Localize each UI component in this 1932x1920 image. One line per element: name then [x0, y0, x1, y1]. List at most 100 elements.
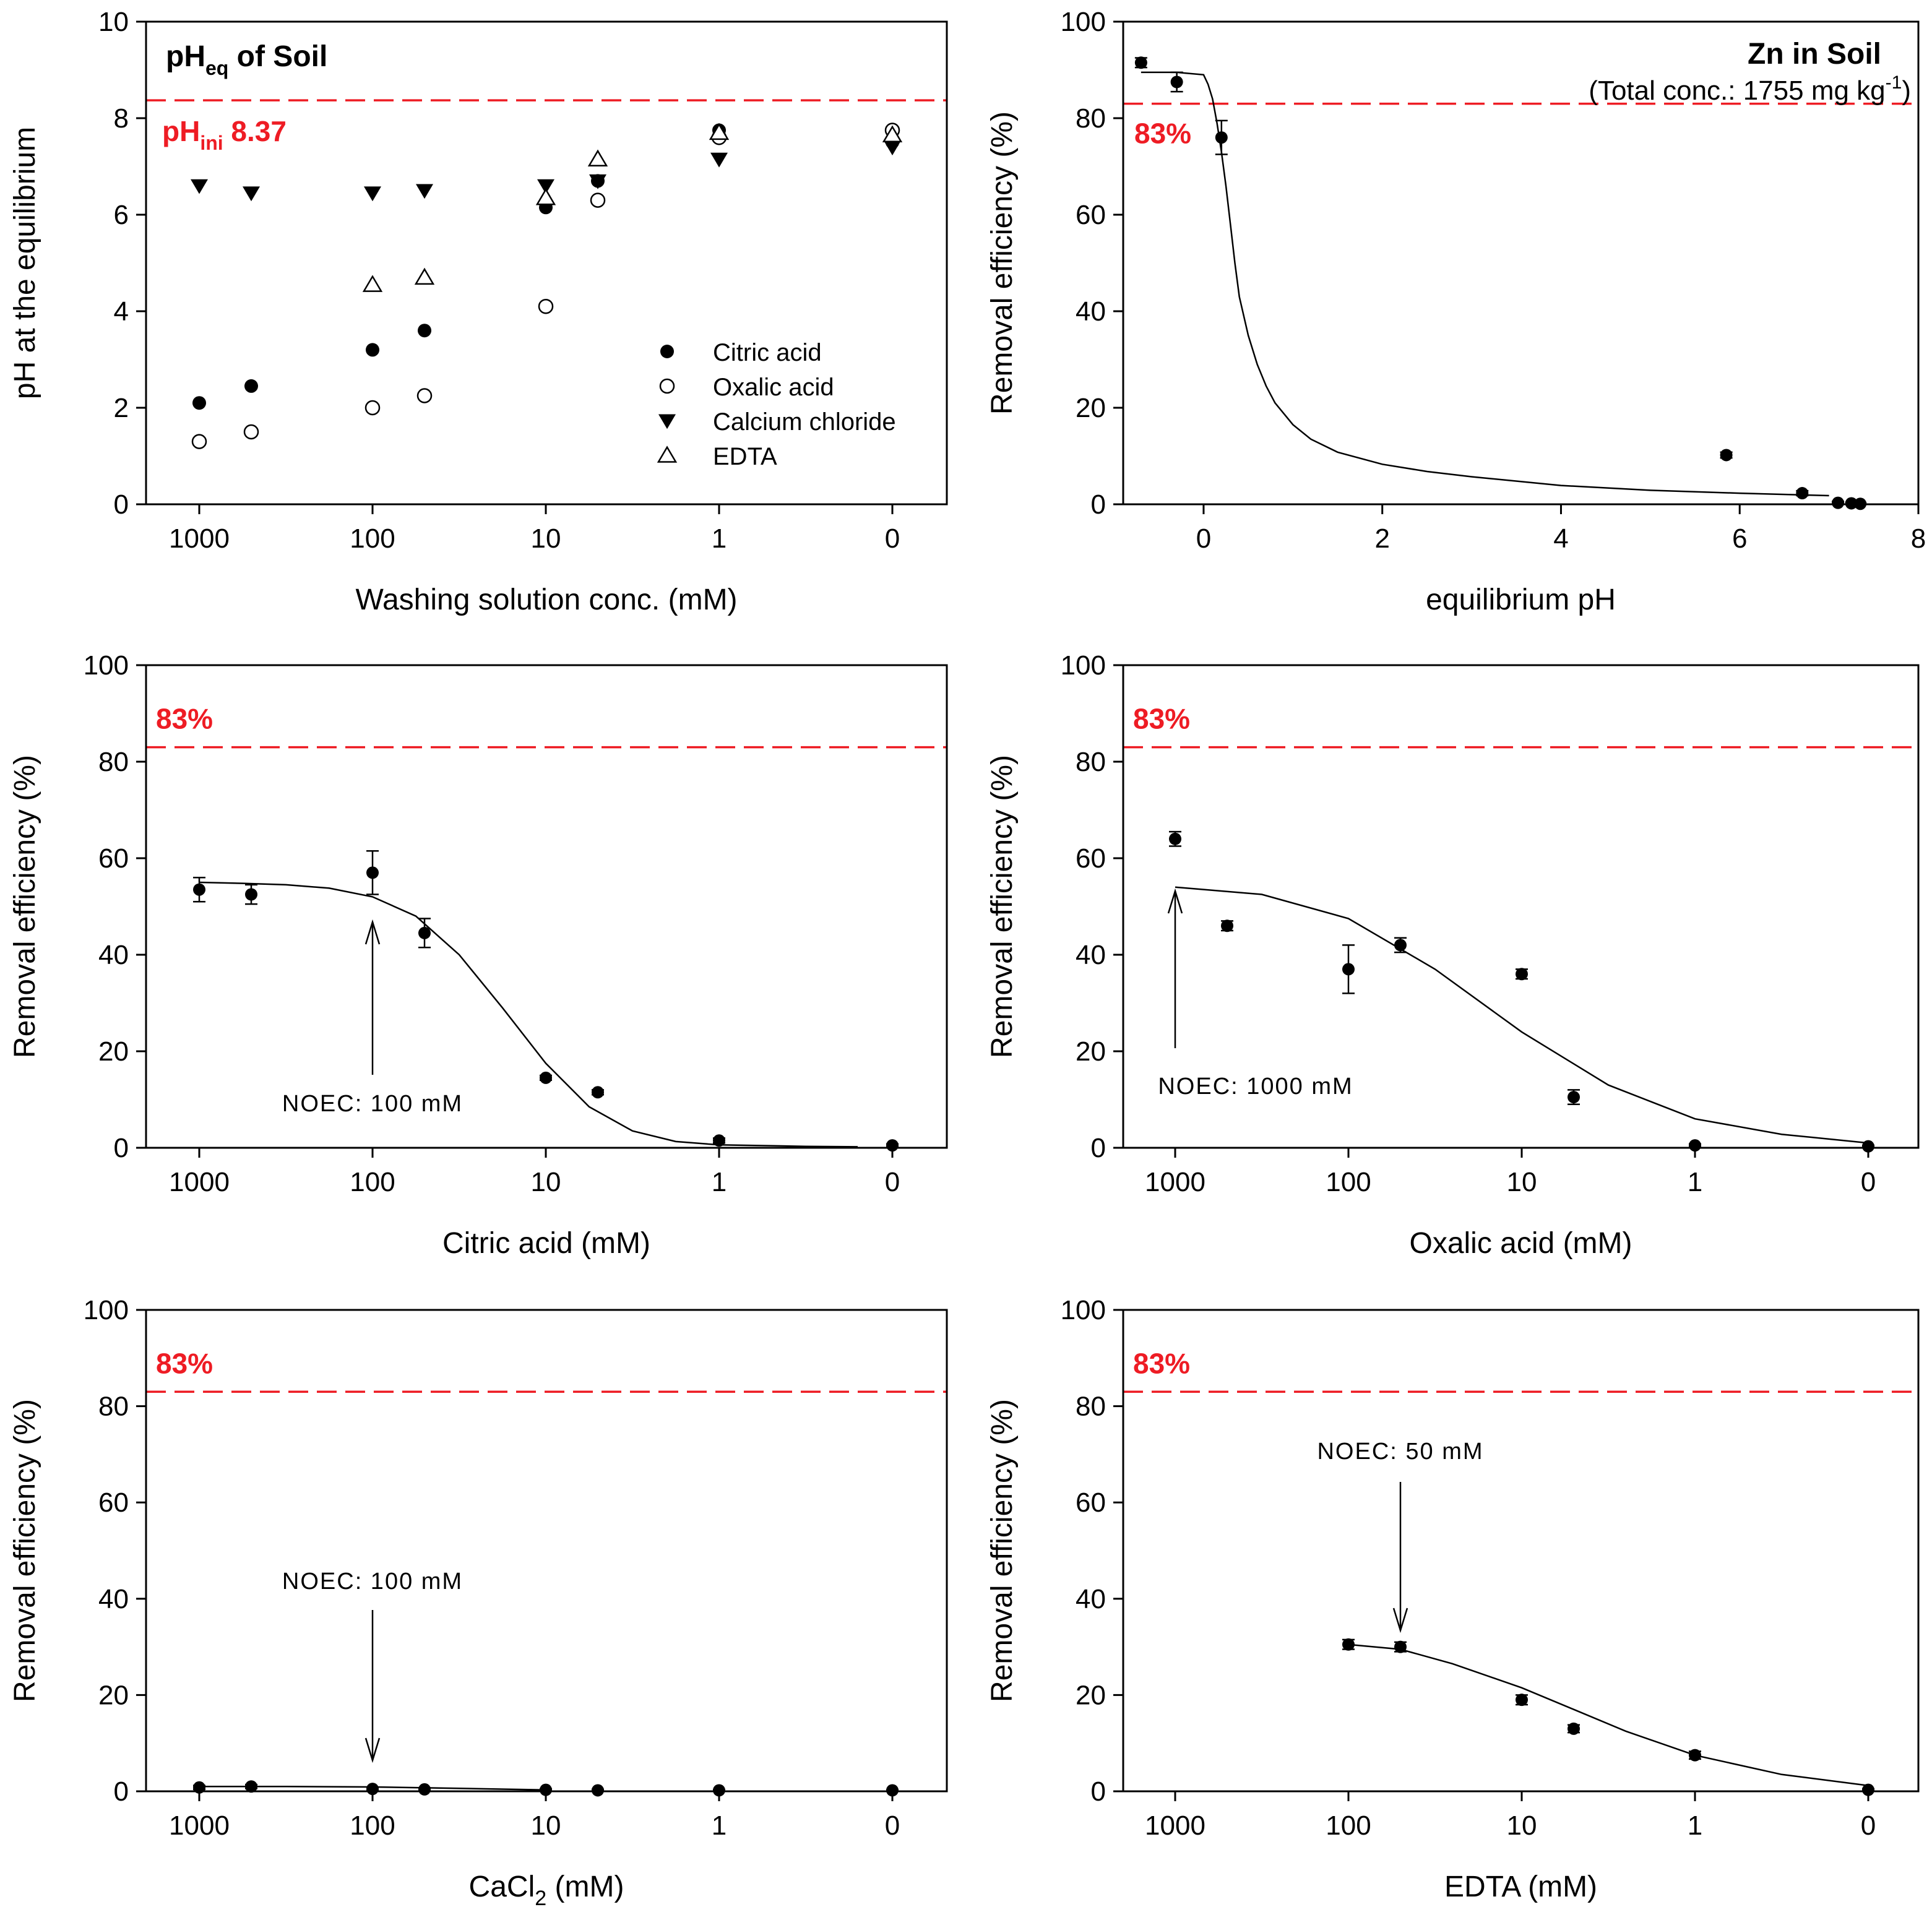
x-tick-label: 4 — [1553, 523, 1568, 554]
fit-curve — [1348, 1643, 1869, 1786]
y-tick-label: 100 — [1061, 650, 1106, 681]
data-point — [1342, 1638, 1355, 1651]
data-point — [366, 1783, 379, 1796]
y-tick-label: 20 — [98, 1036, 129, 1067]
x-tick-label: 10 — [531, 523, 561, 554]
data-point — [1169, 832, 1181, 845]
y-tick-label: 20 — [1076, 1036, 1106, 1067]
data-point — [366, 343, 379, 357]
data-point — [1221, 919, 1233, 932]
y-tick-label: 100 — [1061, 7, 1106, 37]
x-tick-label: 1000 — [169, 1810, 230, 1841]
legend-marker — [659, 378, 675, 394]
data-point — [244, 379, 258, 393]
data-point — [1720, 449, 1733, 462]
panel-cacl2-frame — [145, 1309, 948, 1793]
x-axis-label: CaCl2 (mM) — [469, 1870, 624, 1910]
data-point — [589, 174, 606, 189]
x-tick-label: 1000 — [1145, 1167, 1205, 1197]
x-tick-label: 1000 — [169, 523, 230, 554]
x-tick-label: 0 — [885, 1810, 900, 1841]
x-tick-label: 10 — [1507, 1167, 1537, 1197]
x-axis-label: Oxalic acid (mM) — [1409, 1227, 1632, 1260]
x-tick-label: 0 — [885, 523, 900, 554]
data-point — [587, 149, 608, 167]
noec-arrow-head — [1167, 888, 1183, 914]
data-point — [1862, 1140, 1874, 1153]
y-tick-label: 60 — [1076, 1487, 1106, 1518]
reference-label: 83% — [156, 703, 213, 735]
noec-arrow-head — [364, 919, 381, 945]
fit-curve — [1175, 886, 1869, 1144]
data-point — [1568, 1722, 1580, 1735]
y-tick-label: 80 — [98, 747, 129, 777]
data-point — [884, 140, 901, 156]
reference-label: pHini 8.37 — [162, 115, 287, 154]
y-tick-label: 60 — [1076, 843, 1106, 874]
x-axis-label: equilibrium pH — [1426, 583, 1616, 616]
y-tick-label: 4 — [114, 296, 129, 327]
reference-label: 83% — [1133, 1347, 1190, 1379]
data-point — [709, 123, 730, 140]
panel-zn-frame — [1122, 20, 1920, 506]
legend-label: Oxalic acid — [713, 374, 834, 401]
y-tick-label: 40 — [98, 1584, 129, 1614]
chart-title: Zn in Soil — [1748, 38, 1881, 71]
data-point — [1215, 131, 1228, 144]
data-point — [540, 1071, 552, 1084]
data-point — [1689, 1139, 1701, 1152]
y-tick-label: 40 — [1076, 940, 1106, 970]
legend-marker — [658, 414, 676, 429]
chart-title: pHeq of Soil — [166, 40, 327, 79]
data-point — [418, 324, 431, 338]
data-point — [245, 888, 257, 901]
y-axis-label: pH at the equilibrium — [9, 127, 41, 399]
data-point — [243, 424, 259, 440]
y-tick-label: 80 — [98, 1392, 129, 1422]
data-point — [592, 1086, 604, 1099]
data-point — [886, 1139, 899, 1152]
y-tick-label: 20 — [1076, 1680, 1106, 1710]
data-point — [191, 179, 208, 194]
y-tick-label: 20 — [1076, 393, 1106, 423]
panel-edta-frame — [1122, 1309, 1920, 1793]
y-tick-label: 0 — [1091, 489, 1106, 520]
y-tick-label: 80 — [1076, 103, 1106, 134]
legend-marker — [660, 345, 674, 358]
x-tick-label: 0 — [1196, 523, 1211, 554]
data-point — [191, 434, 207, 449]
y-tick-label: 100 — [84, 1295, 129, 1325]
noec-arrow-head — [1392, 1608, 1408, 1634]
data-point — [416, 184, 433, 199]
x-tick-label: 100 — [350, 523, 395, 554]
legend-label: Citric acid — [713, 339, 822, 366]
data-point — [416, 388, 433, 403]
legend-marker — [657, 446, 678, 463]
panel-citric-frame — [145, 664, 948, 1149]
x-tick-label: 1 — [1688, 1167, 1702, 1197]
x-tick-label: 1 — [1688, 1810, 1702, 1841]
fit-curve — [199, 881, 858, 1148]
reference-label: 83% — [156, 1347, 213, 1379]
x-axis-label: Washing solution conc. (mM) — [355, 583, 737, 616]
noec-arrow-head — [364, 1737, 381, 1763]
y-tick-label: 0 — [1091, 1776, 1106, 1807]
y-tick-label: 8 — [114, 103, 129, 134]
data-point — [1170, 75, 1183, 88]
x-tick-label: 100 — [1326, 1167, 1371, 1197]
data-point — [418, 1783, 431, 1796]
y-tick-label: 40 — [1076, 296, 1106, 327]
y-tick-label: 60 — [98, 1487, 129, 1518]
panel-oxalic-frame — [1122, 664, 1920, 1149]
panel-ph-frame — [145, 20, 948, 506]
data-point — [362, 275, 383, 292]
data-point — [192, 396, 206, 410]
x-tick-label: 1000 — [1145, 1810, 1205, 1841]
y-axis-label: Removal efficiency (%) — [986, 755, 1019, 1058]
y-tick-label: 0 — [114, 1776, 129, 1807]
data-point — [592, 1784, 604, 1797]
data-point — [1516, 1694, 1528, 1707]
y-tick-label: 40 — [98, 940, 129, 970]
